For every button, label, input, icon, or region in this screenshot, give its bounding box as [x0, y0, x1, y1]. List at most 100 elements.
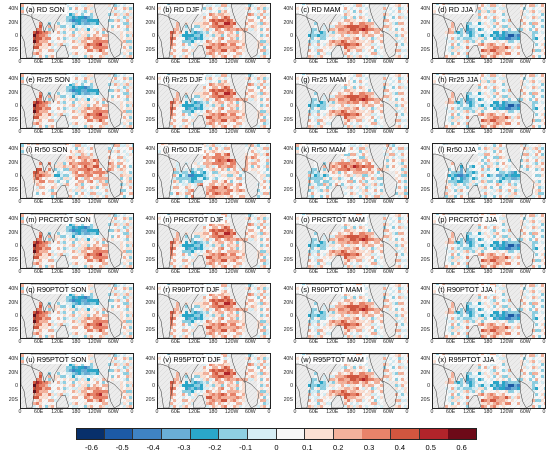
map-field: [21, 144, 133, 198]
latitude-tick-label: 0: [15, 313, 18, 320]
latitude-tick-label: 20N: [283, 89, 293, 96]
longitude-tick-label: 60W: [382, 199, 394, 205]
longitude-tick-label: 180: [71, 199, 81, 205]
longitude-tick-label: 180: [208, 409, 218, 415]
latitude-tick-label: 0: [15, 243, 18, 250]
latitude-tick-label: 20S: [145, 46, 155, 53]
latitude-tick-label: 40N: [145, 216, 155, 223]
latitude-tick-label: 20N: [145, 229, 155, 236]
longitude-tick-label: 60W: [519, 269, 531, 275]
panel-title: (c) RD MAM: [299, 5, 343, 14]
latitude-tick-label: 20N: [283, 229, 293, 236]
latitude-tick-label: 40N: [420, 146, 430, 153]
coastline: [296, 284, 398, 338]
colorbar-tick-label: -0.5: [115, 443, 129, 452]
longitude-tick-label: 60W: [107, 409, 119, 415]
colorbar-tick-label: 0: [274, 443, 279, 452]
longitude-tick-label: 120W: [224, 269, 239, 275]
latitude-tick-label: 40N: [145, 356, 155, 363]
latitude-tick-label: 20N: [8, 229, 18, 236]
latitude-tick-label: 20S: [8, 326, 18, 333]
panel-title: (d) RD JJA: [436, 5, 476, 14]
coastline: [158, 4, 260, 58]
latitude-tick-label: 40N: [283, 6, 293, 13]
longitude-tick-label: 120W: [224, 129, 239, 135]
latitude-tick-label: 20N: [283, 19, 293, 26]
longitude-tick-label: 120W: [499, 59, 514, 65]
latitude-tick-label: 0: [427, 313, 430, 320]
panel-title: (a) RD SON: [24, 5, 67, 14]
longitude-tick-label: 120E: [463, 129, 476, 135]
coastline: [296, 4, 398, 58]
panel-title: (n) PRCRTOT DJF: [161, 215, 226, 224]
longitude-tick-label: 0: [293, 129, 297, 135]
panel-title: (j) Rr50 DJF: [161, 145, 205, 154]
longitude-tick-label: 0: [267, 59, 271, 65]
coastline: [158, 144, 260, 198]
longitude-tick-label: 60W: [382, 409, 394, 415]
longitude-tick-label: 0: [155, 199, 159, 205]
longitude-tick-label: 0: [267, 409, 271, 415]
longitude-tick-label: 60E: [309, 409, 319, 415]
map-plot-area: (r) R90PTOT DJF: [157, 283, 271, 339]
latitude-tick-label: 20N: [145, 19, 155, 26]
longitude-tick-label: 60W: [519, 339, 531, 345]
longitude-tick-label: 0: [155, 129, 159, 135]
colorbar-tick-label: 0.1: [302, 443, 313, 452]
latitude-tick-label: 0: [152, 383, 155, 390]
longitude-tick-label: 120W: [499, 199, 514, 205]
colorbar-segment: [133, 428, 163, 440]
longitude-tick-label: 180: [483, 339, 493, 345]
map-plot-area: (c) RD MAM: [295, 3, 409, 59]
longitude-tick-label: 180: [483, 269, 493, 275]
longitude-tick-label: 0: [267, 269, 271, 275]
colorbar-tick-label: 0.4: [394, 443, 406, 452]
longitude-tick-label: 120E: [51, 59, 64, 65]
latitude-tick-label: 20S: [8, 46, 18, 53]
longitude-tick-label: 60E: [446, 269, 456, 275]
latitude-tick-label: 0: [427, 243, 430, 250]
panel-title: (o) PRCRTOT MAM: [299, 215, 367, 224]
map-field: [21, 4, 133, 58]
longitude-tick-label: 120W: [87, 269, 102, 275]
longitude-tick-label: 120W: [224, 339, 239, 345]
colorbar-tick-label: -0.6: [84, 443, 98, 452]
latitude-tick-label: 40N: [283, 76, 293, 83]
colorbar-segment: [333, 428, 363, 440]
longitude-tick-label: 60W: [107, 129, 119, 135]
longitude-tick-label: 120W: [362, 199, 377, 205]
latitude-tick-label: 40N: [8, 6, 18, 13]
panel-title: (i) Rr50 SON: [24, 145, 70, 154]
panel-title: (e) Rr25 SON: [24, 75, 72, 84]
longitude-tick-label: 120E: [188, 269, 201, 275]
longitude-tick-label: 120W: [224, 409, 239, 415]
latitude-tick-label: 0: [152, 243, 155, 250]
longitude-tick-label: 120W: [87, 129, 102, 135]
longitude-tick-label: 0: [267, 339, 271, 345]
longitude-tick-label: 0: [542, 269, 546, 275]
colorbar-segment: [247, 428, 277, 440]
longitude-tick-label: 60W: [519, 199, 531, 205]
latitude-tick-label: 20S: [420, 116, 430, 123]
latitude-tick-label: 0: [152, 33, 155, 40]
colorbar-segment: [305, 428, 334, 440]
longitude-tick-label: 0: [155, 409, 159, 415]
latitude-tick-label: 40N: [8, 76, 18, 83]
latitude-tick-label: 20N: [8, 299, 18, 306]
longitude-tick-label: 0: [18, 339, 22, 345]
colorbar-segment: [104, 428, 134, 440]
longitude-tick-label: 120W: [224, 199, 239, 205]
coastline: [158, 214, 260, 268]
latitude-tick-label: 20S: [145, 116, 155, 123]
map-plot-area: (w) R95PTOT MAM: [295, 353, 409, 409]
longitude-tick-label: 120W: [362, 59, 377, 65]
latitude-tick-label: 0: [427, 383, 430, 390]
latitude-tick-label: 20N: [420, 159, 430, 166]
longitude-tick-label: 60E: [171, 199, 181, 205]
map-plot-area: (g) Rr25 MAM: [295, 73, 409, 129]
longitude-tick-label: 180: [346, 339, 356, 345]
map-field: [296, 284, 408, 338]
latitude-tick-label: 40N: [8, 146, 18, 153]
longitude-tick-label: 0: [267, 129, 271, 135]
panel-title: (p) PRCRTOT JJA: [436, 215, 500, 224]
